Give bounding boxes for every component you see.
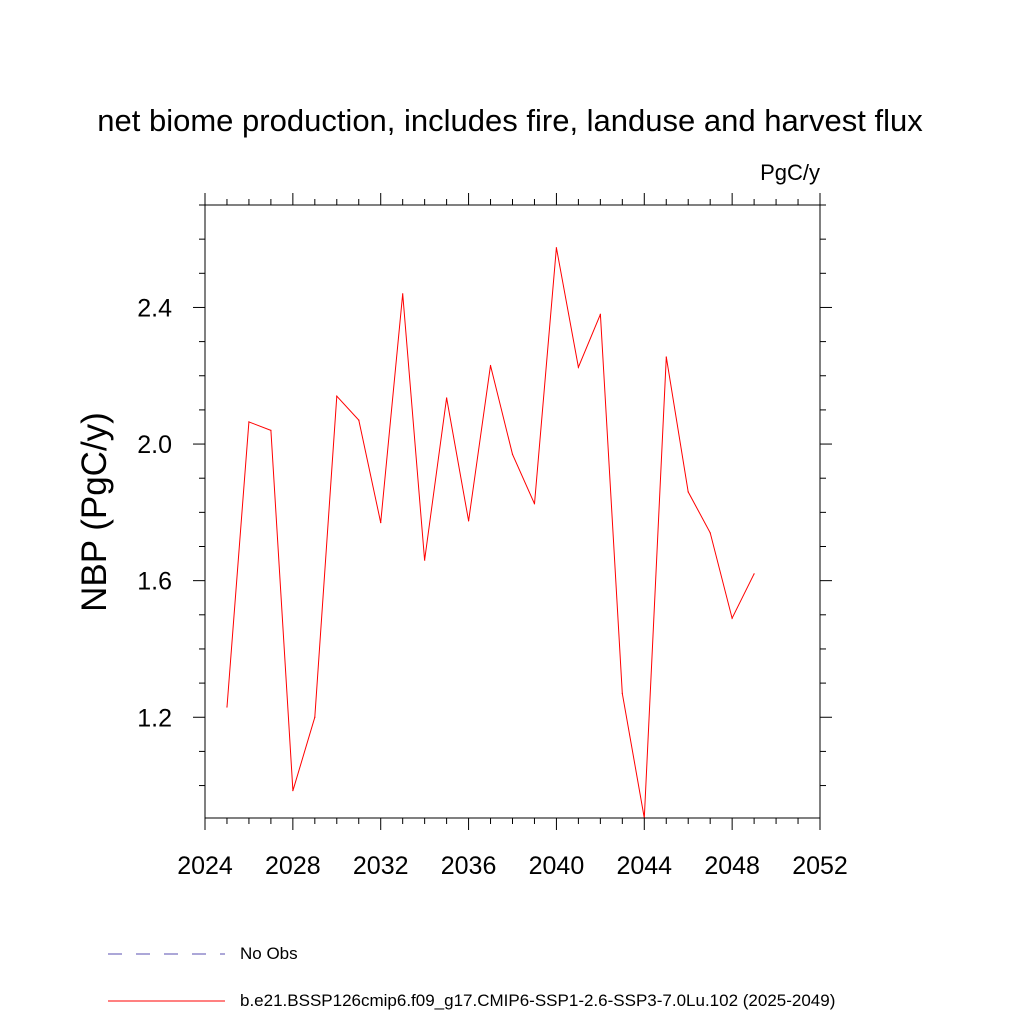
chart-title: net biome production, includes fire, lan… [97, 103, 923, 138]
legend: No Obs b.e21.BSSP126cmip6.f09_g17.CMIP6-… [108, 944, 835, 1010]
data-point [687, 491, 689, 493]
data-point [665, 356, 667, 358]
units-label: PgC/y [760, 160, 820, 185]
data-point [753, 573, 755, 575]
data-point [248, 421, 250, 423]
x-tick-label: 2028 [265, 852, 321, 880]
legend-label-model-run: b.e21.BSSP126cmip6.f09_g17.CMIP6-SSP1-2.… [240, 991, 835, 1010]
x-tick-labels: 2024 2028 2032 2036 2040 2044 2048 2052 [177, 852, 848, 880]
data-point [270, 429, 272, 431]
data-point [424, 559, 426, 561]
x-tick-label: 2048 [704, 852, 760, 880]
data-point [226, 706, 228, 708]
data-point [292, 790, 294, 792]
x-tick-label: 2032 [353, 852, 409, 880]
x-tick-label: 2044 [616, 852, 672, 880]
data-point [358, 419, 360, 421]
x-tick-label: 2036 [441, 852, 497, 880]
y-tick-label: 1.2 [137, 704, 172, 732]
data-point [402, 293, 404, 295]
data-point [533, 503, 536, 505]
y-tick-labels: 1.2 1.6 2.0 2.4 [137, 294, 172, 732]
axis-ticks [193, 193, 832, 830]
data-point [709, 532, 711, 534]
data-point [467, 520, 470, 522]
x-tick-label: 2052 [792, 852, 848, 880]
data-point [599, 313, 601, 315]
data-point [314, 716, 316, 718]
data-point [380, 521, 382, 524]
plot-frame [204, 204, 821, 819]
series-line [226, 247, 755, 819]
data-point [489, 364, 492, 367]
x-tick-label: 2040 [529, 852, 585, 880]
data-point [336, 395, 338, 397]
data-point [446, 397, 448, 399]
legend-label-no-obs: No Obs [240, 944, 298, 963]
y-tick-label: 1.6 [137, 568, 172, 596]
y-tick-label: 2.0 [137, 431, 172, 459]
data-point [511, 453, 514, 455]
plot-series [226, 247, 755, 819]
data-point [731, 617, 733, 619]
y-axis-label: NBP (PgC/y) [75, 412, 114, 612]
y-tick-label: 2.4 [137, 294, 172, 322]
x-tick-label: 2024 [177, 852, 233, 880]
data-point [577, 366, 579, 368]
data-point [555, 247, 558, 249]
data-point [621, 692, 623, 694]
